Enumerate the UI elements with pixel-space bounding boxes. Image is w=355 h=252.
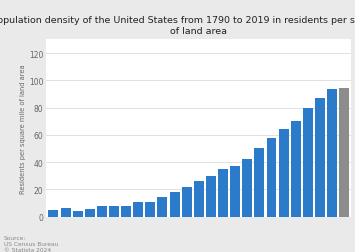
- Y-axis label: Residents per square mile of land area: Residents per square mile of land area: [20, 64, 26, 193]
- Bar: [133, 202, 143, 217]
- Bar: [255, 148, 264, 217]
- Bar: [327, 89, 337, 217]
- Bar: [97, 207, 107, 217]
- Bar: [291, 121, 301, 217]
- Bar: [109, 206, 119, 217]
- Bar: [303, 109, 313, 217]
- Bar: [218, 170, 228, 217]
- Bar: [279, 130, 289, 217]
- Bar: [61, 208, 71, 217]
- Bar: [230, 166, 240, 217]
- Bar: [267, 139, 277, 217]
- Bar: [85, 209, 95, 217]
- Bar: [206, 176, 216, 217]
- Bar: [182, 187, 192, 217]
- Bar: [158, 198, 168, 217]
- Bar: [48, 211, 58, 217]
- Bar: [73, 211, 83, 217]
- Bar: [146, 202, 155, 217]
- Bar: [194, 181, 204, 217]
- Bar: [339, 89, 349, 217]
- Bar: [242, 159, 252, 217]
- Bar: [121, 206, 131, 217]
- Title: Population density of the United States from 1790 to 2019 in residents per squar: Population density of the United States …: [0, 16, 355, 35]
- Bar: [315, 98, 325, 217]
- Text: Source:
US Census Bureau
© Statista 2024: Source: US Census Bureau © Statista 2024: [4, 235, 58, 252]
- Bar: [170, 193, 180, 217]
